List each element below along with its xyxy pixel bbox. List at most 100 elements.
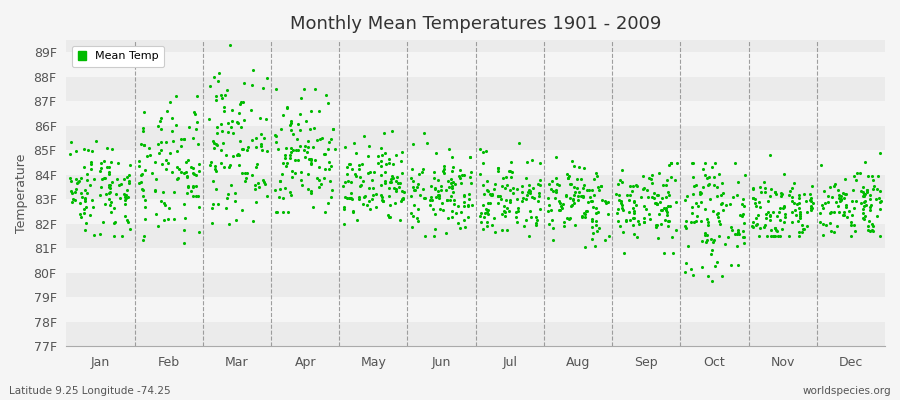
Point [753,189,768,196]
Point [382,214,397,221]
Point [169,148,184,154]
Point [731,229,745,235]
Point [377,150,392,156]
Point [394,198,409,204]
Point [727,159,742,166]
Point [352,162,366,168]
Point [545,178,560,184]
Point [190,193,204,199]
Point [578,211,592,217]
Point [237,80,251,87]
Point [565,197,580,203]
Point [559,192,573,198]
Point [461,202,475,209]
Point [184,188,199,194]
Point [320,146,335,153]
Point [232,162,247,168]
Point [424,183,438,189]
Point [634,194,649,201]
Point [862,228,877,234]
Point [497,203,511,209]
Point [410,184,424,190]
Point [698,230,712,236]
Point [681,243,696,250]
Point [140,153,154,159]
Point [107,218,122,225]
Point [110,176,124,182]
Point [63,151,77,157]
Point [268,132,283,138]
Point [235,207,249,213]
Point [630,234,644,240]
Y-axis label: Temperature: Temperature [15,154,28,233]
Point [548,189,562,196]
Point [284,145,298,152]
Point [567,184,581,190]
Point [163,99,177,106]
Point [823,210,837,216]
Point [533,160,547,166]
Point [258,181,273,188]
Point [117,197,131,203]
Point [182,124,196,131]
Point [209,92,223,99]
Point [598,198,612,204]
Point [133,178,148,185]
Point [374,152,389,158]
Point [430,188,445,194]
Point [705,164,719,170]
Title: Monthly Mean Temperatures 1901 - 2009: Monthly Mean Temperatures 1901 - 2009 [290,15,662,33]
Bar [67,150,885,175]
Point [154,115,168,121]
Point [701,222,716,228]
Point [203,162,218,168]
Point [303,156,318,162]
Point [832,194,846,201]
Point [591,225,606,231]
Point [352,196,366,202]
Point [854,200,868,206]
Point [386,174,400,181]
Point [234,99,248,105]
Point [526,184,540,191]
Point [694,190,708,197]
Point [658,217,672,223]
Point [319,92,333,98]
Point [428,184,443,191]
Point [715,200,729,206]
Point [792,233,806,239]
Point [685,159,699,166]
Point [307,125,321,131]
Point [480,208,494,215]
Point [356,133,371,140]
Point [209,141,223,147]
Point [191,140,205,147]
Point [498,185,512,191]
Point [830,223,844,230]
Point [308,86,322,92]
Point [423,202,437,208]
Point [362,143,376,150]
Point [405,166,419,172]
Point [165,169,179,175]
Point [684,219,698,225]
Point [585,218,599,224]
Point [303,108,318,114]
Point [245,171,259,178]
Point [365,192,380,198]
Point [204,159,219,165]
Point [553,206,567,213]
Point [322,166,337,172]
Point [546,237,561,243]
Point [103,184,117,190]
Point [804,195,818,201]
Point [224,182,238,188]
Point [103,164,117,170]
Point [644,172,659,178]
Point [491,193,506,199]
Point [145,170,159,176]
Point [648,223,662,230]
Point [444,193,458,200]
Point [328,146,342,152]
Point [498,213,512,219]
